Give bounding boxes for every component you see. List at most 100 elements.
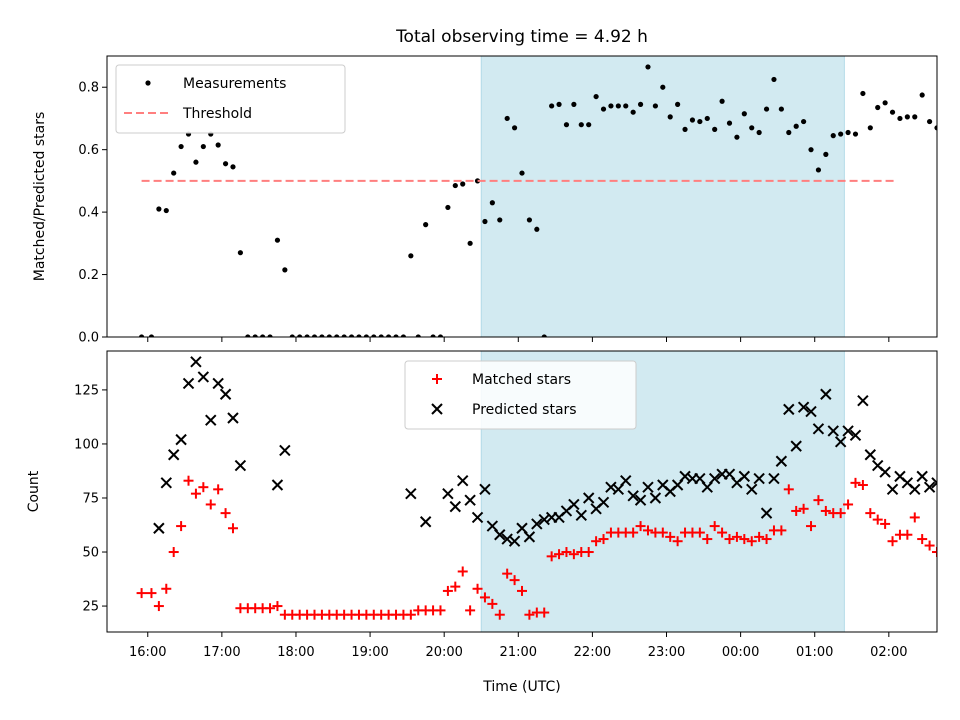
data-point [880,518,891,529]
data-point [902,529,913,540]
data-point [561,547,572,558]
data-point [472,583,483,594]
data-point [161,583,172,594]
data-point [812,423,825,435]
data-point [838,131,844,137]
data-point [801,118,807,125]
data-point [363,334,369,337]
data-point [753,472,765,485]
data-point [882,100,888,106]
y-tick-label: 75 [82,491,99,506]
data-point [916,470,928,483]
data-point [504,115,510,122]
data-point [153,601,164,612]
data-point [798,503,809,514]
data-point [842,425,854,437]
data-point [482,218,488,225]
data-point [823,151,829,157]
data-point [517,585,527,596]
data-point [791,505,802,516]
y-axis-label: Count [26,470,42,512]
data-point [549,103,555,109]
data-point [205,414,217,426]
data-point [423,222,429,228]
data-point [865,508,876,519]
data-point [348,334,355,337]
legend-label: Matched stars [472,372,571,388]
data-point [435,605,446,616]
data-point [252,334,258,337]
y-axis-label: Matched/Predicted stars [32,112,48,282]
series-matched-stars [136,475,949,620]
data-point [460,181,466,187]
series-measurements [138,64,937,337]
data-point [464,494,476,506]
data-point [586,122,592,128]
data-point [167,449,180,461]
data-point [939,554,949,564]
data-point [563,122,570,128]
data-point [835,508,846,519]
data-point [452,182,458,189]
data-point [731,531,742,542]
x-tick-label: 19:00 [351,645,388,660]
data-point [852,131,859,137]
data-point [608,103,614,109]
data-point [694,527,705,538]
data-point [909,512,920,523]
data-point [634,494,647,506]
data-point [511,125,518,131]
data-point [598,534,609,545]
data-point [675,101,681,107]
data-point [768,472,780,485]
data-point [917,534,928,545]
legend-label: Measurements [183,76,286,92]
data-point [457,474,469,487]
data-point [749,125,755,131]
y-tick-label: 0.8 [78,81,99,96]
data-point [760,507,773,519]
x-tick-label: 16:00 [129,645,166,660]
data-point [148,334,155,337]
data-point [909,483,921,496]
data-point [834,436,847,448]
data-point [575,509,587,521]
x-tick-label: 02:00 [870,645,907,660]
data-point [319,334,325,337]
legend-item: Threshold [124,106,252,122]
data-point [497,217,503,223]
data-point [593,93,599,100]
data-point [237,250,243,256]
y-tick-label: 125 [74,383,99,398]
legend-label: Predicted stars [472,402,577,418]
bottom-subplot: 25 50 75 100 125 16:00 17:00 18:00 19:00 20:00 21:… [26,350,949,695]
x-tick-label: 21:00 [500,645,537,660]
data-point [746,483,758,496]
data-point [213,484,224,495]
data-point [494,609,505,620]
x-tick-label: 00:00 [722,645,759,660]
data-point [924,540,935,551]
data-point [450,581,461,592]
data-point [524,609,535,620]
data-point [697,118,703,125]
data-point [546,551,557,562]
data-point [776,525,787,536]
data-point [502,568,513,579]
data-point [682,126,688,132]
data-point [867,125,873,131]
data-point [182,377,195,390]
data-point [886,483,899,496]
data-point [386,334,392,337]
data-point [523,531,536,543]
y-tick-label: 0.4 [78,206,99,221]
legend-label: Threshold [182,106,252,122]
data-point [793,123,799,129]
legend-box [115,64,346,134]
data-point [934,125,937,131]
data-point [571,101,577,107]
data-point [467,240,473,246]
data-point [479,483,491,496]
data-point [168,547,179,558]
